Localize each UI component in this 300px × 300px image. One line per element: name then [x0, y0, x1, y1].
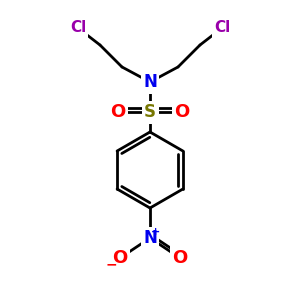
- Text: S: S: [144, 103, 156, 121]
- Text: +: +: [152, 227, 160, 237]
- Text: O: O: [174, 103, 190, 121]
- Text: Cl: Cl: [214, 20, 230, 35]
- Text: N: N: [143, 73, 157, 91]
- Text: O: O: [110, 103, 126, 121]
- Text: O: O: [112, 249, 128, 267]
- Text: N: N: [143, 229, 157, 247]
- Text: O: O: [172, 249, 188, 267]
- Text: Cl: Cl: [70, 20, 86, 35]
- Text: −: −: [105, 257, 117, 271]
